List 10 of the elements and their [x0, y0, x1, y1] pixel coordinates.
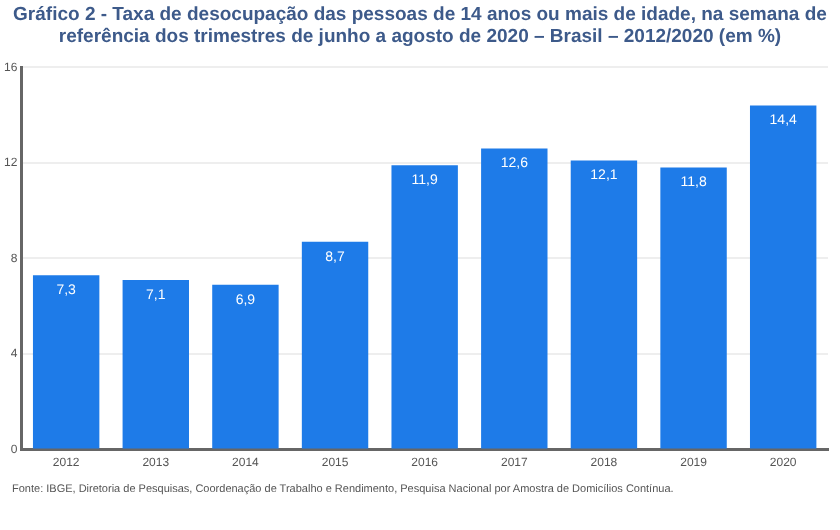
bar	[122, 279, 189, 449]
bar	[32, 275, 100, 449]
bar	[570, 160, 638, 449]
bar	[481, 148, 548, 449]
bar	[749, 105, 817, 449]
bar	[212, 284, 279, 449]
bar	[391, 165, 458, 449]
bar	[660, 167, 727, 449]
bar	[301, 241, 369, 449]
chart-title: Gráfico 2 - Taxa de desocupação das pessoas de 14 anos ou mais de idade, na semana de referência dos trimestres de junho a agosto de 2020 – Brasil – 2012/2020 (em %)	[11, 2, 829, 52]
